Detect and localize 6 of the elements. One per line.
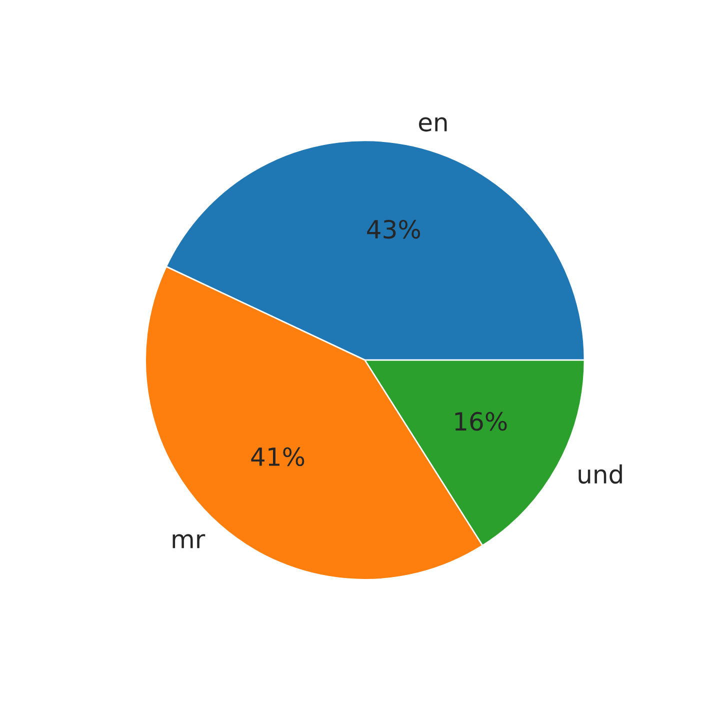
data-label: 41%	[251, 447, 304, 466]
slice-label: mr	[172, 534, 206, 548]
slice-label: und	[578, 464, 622, 484]
slice-label: en	[418, 117, 447, 132]
data-label: 43%	[367, 220, 420, 239]
data-label: 16%	[455, 412, 507, 431]
